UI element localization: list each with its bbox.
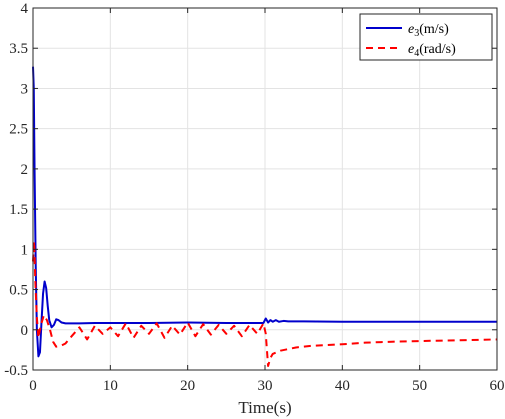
y-tick-label: 0 — [21, 323, 29, 339]
legend-label: e4(rad/s) — [408, 42, 456, 59]
x-tick-label: 10 — [103, 378, 118, 394]
x-tick-label: 40 — [335, 378, 350, 394]
legend-label: e3(m/s) — [408, 22, 449, 39]
x-tick-label: 30 — [258, 378, 273, 394]
y-tick-label: -0.5 — [4, 363, 28, 379]
x-tick-labels: 0 10 20 30 40 50 60 — [29, 378, 504, 394]
series-line-e3 — [32, 66, 497, 358]
legend-box — [359, 13, 493, 61]
y-tick-label: 2 — [21, 162, 29, 178]
x-tick-label: 60 — [490, 378, 505, 394]
legend: e3(m/s) e4(rad/s) — [359, 13, 493, 61]
y-tick-label: 1.5 — [9, 202, 28, 218]
x-tick-label: 50 — [412, 378, 427, 394]
y-tick-label: 3.5 — [9, 41, 28, 57]
series-line-e4 — [32, 240, 498, 367]
x-tick-label: 0 — [29, 378, 37, 394]
y-tick-label: 1 — [21, 242, 29, 258]
axis-ticks — [32, 7, 498, 371]
y-tick-label: 4 — [21, 1, 29, 17]
series-layer — [32, 66, 498, 367]
x-tick-label: 20 — [180, 378, 195, 394]
y-tick-label: 0.5 — [9, 283, 28, 299]
y-tick-label: 2.5 — [9, 122, 28, 138]
y-tick-labels: -0.5 0 0.5 1 1.5 2 2.5 3 3.5 4 — [4, 1, 28, 379]
y-tick-label: 3 — [21, 81, 29, 97]
x-axis-title: Time(s) — [238, 398, 291, 417]
